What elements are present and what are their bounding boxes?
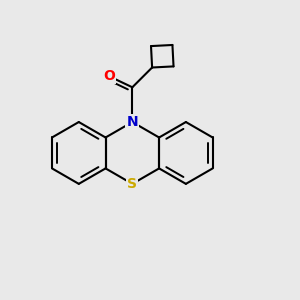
Text: O: O — [103, 69, 115, 83]
Text: N: N — [127, 115, 138, 129]
Text: S: S — [127, 177, 137, 191]
